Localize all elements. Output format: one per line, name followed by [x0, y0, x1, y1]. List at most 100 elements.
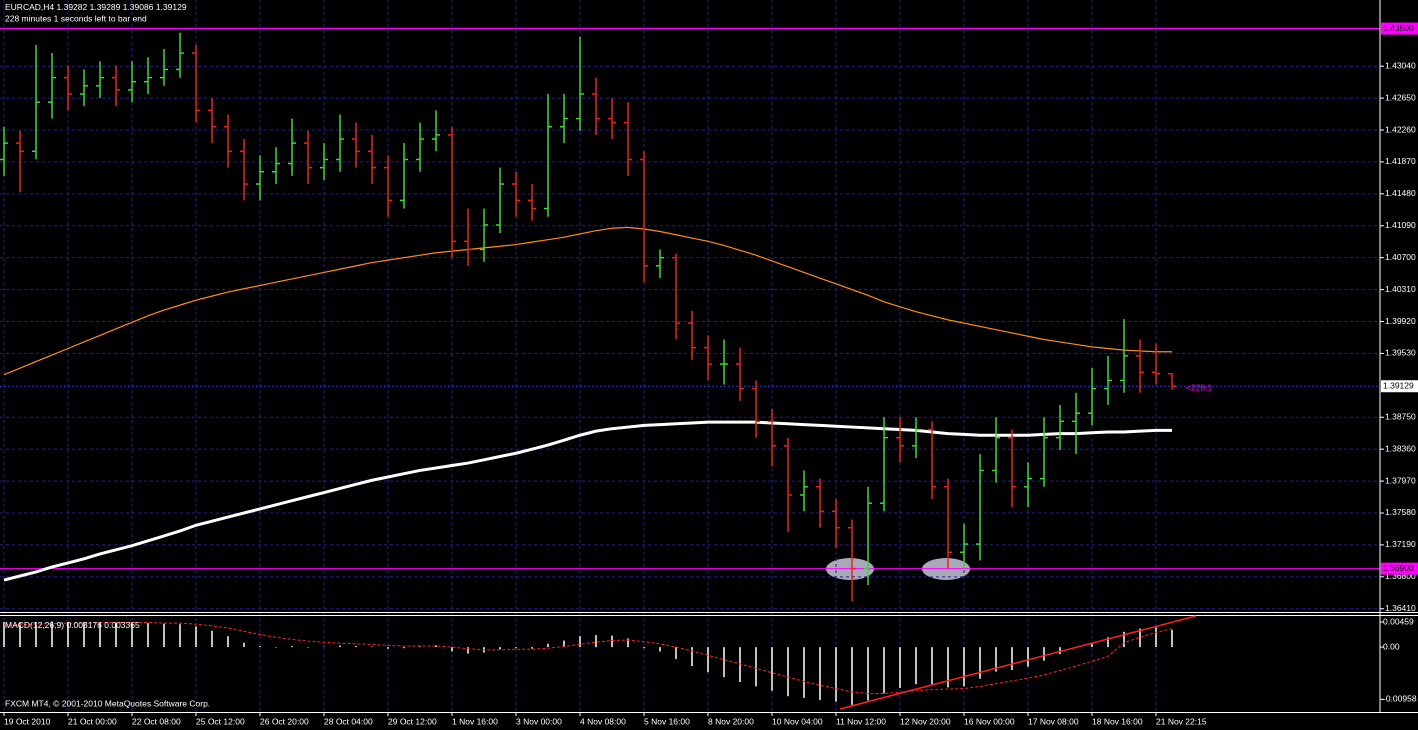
macd-bar [67, 622, 69, 648]
macd-bar [403, 647, 405, 649]
x-tick-label: 29 Oct 12:00 [388, 716, 437, 726]
macd-bar [179, 624, 181, 648]
y-tick-label: 1.37190 [1385, 539, 1416, 549]
macd-bar [611, 635, 613, 648]
macd-bar [1155, 627, 1157, 648]
level-label: 1.36900 [1383, 563, 1414, 573]
y-tick-label: 1.41090 [1385, 220, 1416, 230]
macd-bar [931, 647, 933, 685]
macd-bar [1043, 647, 1045, 661]
y-tick-label: 1.42260 [1385, 124, 1416, 134]
macd-bar [739, 647, 741, 682]
macd-bar [963, 647, 965, 687]
x-tick-label: 22 Oct 08:00 [132, 716, 181, 726]
x-tick-label: 17 Nov 08:00 [1028, 716, 1079, 726]
macd-bar [643, 647, 645, 649]
macd-bar [355, 646, 357, 648]
level-label: 1.43500 [1383, 23, 1414, 33]
macd-bar [851, 647, 853, 705]
x-tick-label: 25 Oct 12:00 [196, 716, 245, 726]
macd-bar [819, 647, 821, 700]
macd-bar [227, 636, 229, 648]
x-tick-label: 3 Nov 00:00 [516, 716, 562, 726]
y-tick-label: 1.37970 [1385, 475, 1416, 485]
macd-bar [387, 647, 389, 649]
macd-bar [835, 647, 837, 702]
close-value: 1.39129 [156, 2, 187, 12]
macd-bar [531, 647, 533, 649]
macd-bar [1107, 637, 1109, 648]
macd-header: MACD(12,26,9) 0.003176 0.003365 [5, 620, 140, 630]
macd-bar [115, 622, 117, 648]
macd-bar [883, 647, 885, 694]
y-tick-label: 1.40310 [1385, 284, 1416, 294]
y-tick-label: 1.38360 [1385, 443, 1416, 453]
macd-bar [211, 630, 213, 648]
y-tick-label: 1.40700 [1385, 252, 1416, 262]
x-tick-label: 4 Nov 08:00 [580, 716, 626, 726]
macd-bar [1171, 629, 1173, 648]
macd-bar [435, 645, 437, 648]
x-tick-label: 19 Oct 2010 [4, 716, 51, 726]
macd-bar [419, 646, 421, 648]
trend-line [839, 615, 1197, 710]
macd-bar [35, 622, 37, 648]
macd-bar [1123, 631, 1125, 648]
macd-bar [1027, 647, 1029, 667]
macd-bar [627, 638, 629, 648]
price-label: 1.39129 [1383, 380, 1414, 390]
macd-bar [99, 622, 101, 648]
macd-bar [1059, 647, 1061, 655]
y-tick-label: -0.00958 [1383, 694, 1417, 704]
macd-bar [83, 622, 85, 648]
macd-bar [803, 647, 805, 698]
macd-bar [323, 646, 325, 648]
macd-bar [147, 623, 149, 648]
plot-layer [0, 32, 1176, 705]
macd-title: MACD(12,26,9) [5, 620, 64, 630]
macd-bar [755, 647, 757, 687]
x-tick-label: 18 Nov 16:00 [1092, 716, 1143, 726]
annotations-under [0, 0, 1380, 712]
level-label-box [1381, 22, 1418, 35]
macd-bar [339, 645, 341, 648]
symbol: EURCAD,H4 [5, 2, 54, 12]
x-tick-label: 28 Oct 04:00 [324, 716, 373, 726]
macd-bar [867, 647, 869, 701]
macd-bar [451, 647, 453, 652]
signal-value: 0.003365 [104, 620, 140, 630]
y-tick-label: 1.41870 [1385, 156, 1416, 166]
high-value: 1.39289 [90, 2, 121, 12]
x-tick-label: 21 Nov 22:15 [1156, 716, 1207, 726]
macd-bar [371, 646, 373, 648]
moving-average [3, 226, 1172, 376]
x-tick-label: 5 Nov 16:00 [644, 716, 690, 726]
low-value: 1.39086 [123, 2, 154, 12]
macd-bar [515, 647, 517, 649]
x-tick-label: 21 Oct 00:00 [68, 716, 117, 726]
x-tick-label: 11 Nov 12:00 [836, 716, 886, 726]
y-tick-label: 1.43040 [1385, 60, 1416, 70]
macd-bar [563, 640, 565, 648]
macd-bar [995, 647, 997, 672]
macd-bar [467, 647, 469, 654]
macd-bar [3, 622, 5, 648]
macd-bar [195, 626, 197, 648]
macd-bar [707, 647, 709, 673]
price-label-box [1381, 380, 1418, 393]
macd-bar [259, 646, 261, 648]
subtitle: 228 minutes 1 seconds left to bar end [5, 13, 147, 23]
x-tick-label: 8 Nov 20:00 [708, 716, 754, 726]
x-tick-label: 1 Nov 16:00 [452, 716, 498, 726]
macd-bar [659, 647, 661, 652]
macd-bar [947, 647, 949, 688]
y-tick-label: 1.38750 [1385, 411, 1416, 421]
macd-bar [595, 635, 597, 648]
macd-bar [243, 642, 245, 648]
macd-bar [691, 647, 693, 667]
y-tick-label: 1.36800 [1385, 571, 1416, 581]
macd-bar [899, 647, 901, 688]
macd-bar [787, 647, 789, 697]
